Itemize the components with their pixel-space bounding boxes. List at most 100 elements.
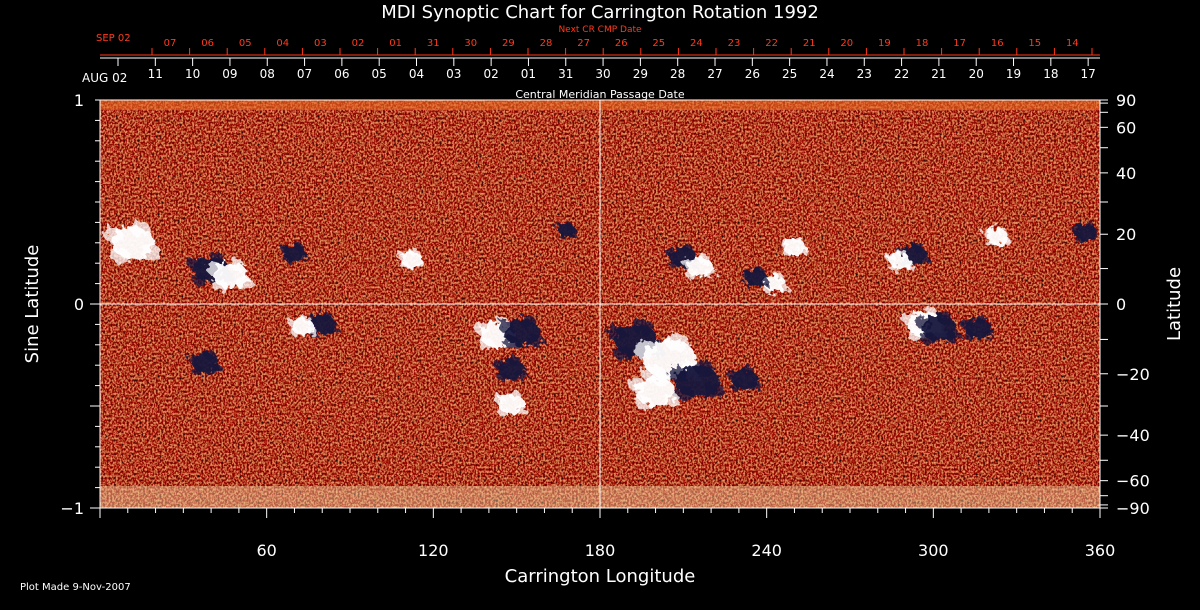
region-speck — [885, 253, 896, 262]
active-region-negative — [498, 315, 545, 349]
region-speck — [130, 221, 150, 237]
region-speck — [995, 225, 1006, 234]
region-speck — [1084, 221, 1095, 230]
cmp-date-label: 18 — [1043, 67, 1058, 81]
region-speck — [473, 322, 490, 335]
region-speck — [792, 236, 803, 244]
cmp-date-label: 08 — [260, 67, 275, 81]
next-date-label: 04 — [276, 38, 289, 49]
active-region-positive — [287, 315, 317, 337]
cmp-date-label: 25 — [782, 67, 797, 81]
cmp-date-label: 19 — [1006, 67, 1021, 81]
active-region-negative — [740, 266, 770, 288]
cmp-date-label: 28 — [670, 67, 685, 81]
region-speck — [227, 258, 244, 271]
next-date-label: 14 — [1066, 38, 1079, 49]
region-speck — [515, 370, 528, 380]
region-speck — [1001, 237, 1011, 246]
region-speck — [681, 244, 694, 254]
region-speck — [326, 325, 339, 335]
next-date-label: 05 — [239, 38, 252, 49]
region-speck — [478, 338, 495, 351]
y-left-axis-ticks: 1 0 −1 — [60, 91, 100, 518]
next-date-label: 22 — [765, 38, 778, 49]
region-speck — [982, 329, 995, 339]
region-speck — [742, 366, 755, 376]
next-date-label: 19 — [878, 38, 891, 49]
active-region-negative — [493, 356, 528, 382]
x-axis-title: Carrington Longitude — [505, 566, 696, 587]
region-speck — [778, 284, 789, 293]
next-date-label: 17 — [953, 38, 966, 49]
region-speck — [749, 380, 761, 390]
cmp-date-label: 03 — [446, 67, 461, 81]
x-tick-label: 60 — [256, 541, 276, 560]
active-region-negative — [1071, 221, 1100, 243]
region-speck — [667, 366, 688, 382]
region-speck — [652, 372, 671, 387]
next-date-label: 25 — [652, 38, 665, 49]
cmp-date-label: 26 — [745, 67, 760, 81]
y-left-tick-label: 1 — [74, 91, 84, 110]
region-speck — [1074, 234, 1085, 243]
cmp-date-label: 11 — [148, 67, 163, 81]
y-left-tick-label: 0 — [74, 295, 84, 314]
active-region-negative — [187, 350, 223, 376]
active-region-positive — [628, 372, 681, 410]
region-speck — [210, 364, 223, 374]
region-speck — [730, 382, 743, 392]
active-region-positive — [779, 236, 809, 257]
cmp-date-label: 02 — [483, 67, 498, 81]
cmp-date-label: 29 — [633, 67, 648, 81]
region-speck — [493, 360, 506, 370]
next-date-label: 26 — [615, 38, 628, 49]
y-right-tick-label: 20 — [1116, 225, 1136, 244]
region-speck — [901, 312, 918, 325]
region-speck — [704, 383, 725, 399]
next-axis-ticks: 07 06 05 04 03 02 01 31 30 29 28 27 26 25 24 23 22 21 20 19… — [151, 38, 1093, 55]
region-speck — [763, 285, 774, 294]
region-speck — [320, 311, 333, 321]
region-speck — [959, 319, 972, 329]
cmp-date-label: 04 — [409, 67, 424, 81]
active-region-positive — [982, 225, 1011, 247]
active-region-positive — [103, 221, 161, 263]
x-axis-ticks: 60 120 180 240 300 360 — [99, 508, 1115, 560]
cmp-date-label: 01 — [521, 67, 536, 81]
region-speck — [503, 336, 520, 349]
region-speck — [682, 258, 695, 268]
y-right-tick-label: −20 — [1116, 365, 1150, 384]
region-speck — [206, 263, 223, 276]
next-date-label: 24 — [690, 38, 703, 49]
region-speck — [291, 328, 302, 337]
region-speck — [915, 316, 931, 329]
region-speck — [103, 227, 124, 243]
active-region-negative — [915, 311, 961, 345]
region-speck — [515, 404, 528, 415]
active-region-negative — [279, 242, 309, 264]
y-right-axis-ticks: 90 60 40 20 0 −20 −40 −60 −90 — [1100, 91, 1150, 518]
y-left-axis-title: Sine Latitude — [22, 245, 43, 364]
region-speck — [497, 372, 510, 382]
next-date-label: 18 — [916, 38, 929, 49]
cmp-start-label: AUG 02 — [82, 71, 127, 85]
region-speck — [686, 270, 699, 280]
region-speck — [497, 406, 510, 416]
region-speck — [704, 268, 717, 278]
active-region-positive — [206, 258, 253, 292]
region-speck — [565, 221, 574, 229]
region-speck — [279, 245, 290, 253]
y-right-tick-label: −90 — [1116, 499, 1150, 518]
next-date-label: 27 — [577, 38, 590, 49]
region-speck — [399, 261, 410, 270]
region-speck — [665, 333, 690, 352]
region-speck — [698, 254, 710, 264]
next-date-label: 02 — [352, 38, 365, 49]
next-axis-label: Next CR CMP Date — [558, 25, 642, 35]
cmp-axis-ticks: 11 10 09 08 07 06 05 04 03 02 01 31 30 29 28 27 26 25 24 23… — [117, 58, 1096, 81]
x-tick-label: 180 — [585, 541, 616, 560]
region-speck — [141, 244, 161, 260]
cmp-date-label: 17 — [1081, 67, 1096, 81]
region-speck — [187, 257, 204, 270]
